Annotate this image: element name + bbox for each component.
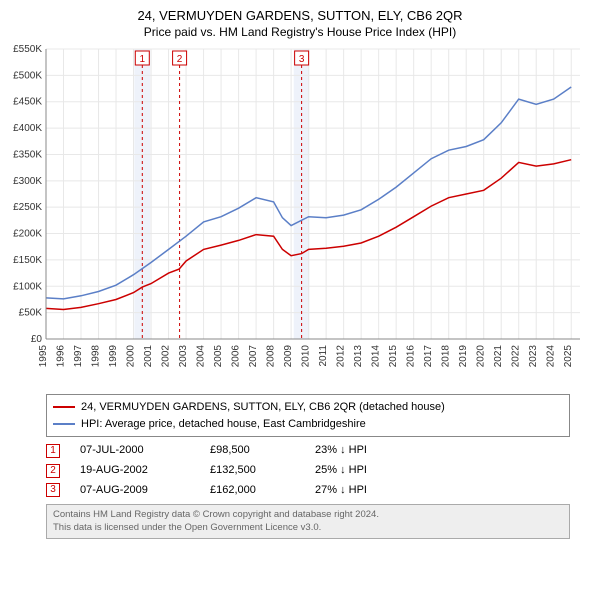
marker-price: £162,000 xyxy=(210,481,295,501)
svg-text:£500K: £500K xyxy=(13,70,42,81)
svg-text:2004: 2004 xyxy=(196,345,207,368)
svg-text:2011: 2011 xyxy=(318,345,329,367)
license-box: Contains HM Land Registry data © Crown c… xyxy=(46,504,570,539)
svg-text:£550K: £550K xyxy=(13,44,42,55)
svg-text:3: 3 xyxy=(299,54,305,65)
svg-text:£200K: £200K xyxy=(13,229,42,240)
svg-text:2012: 2012 xyxy=(336,345,347,368)
marker-number-box: 2 xyxy=(46,464,60,478)
svg-text:1997: 1997 xyxy=(73,345,84,368)
legend-swatch xyxy=(53,406,75,408)
marker-row: 1 07-JUL-2000 £98,500 23% ↓ HPI xyxy=(46,441,570,461)
svg-text:£0: £0 xyxy=(31,334,43,345)
svg-text:2018: 2018 xyxy=(441,345,452,368)
svg-text:2005: 2005 xyxy=(213,345,224,368)
marker-number-box: 3 xyxy=(46,483,60,497)
svg-text:£400K: £400K xyxy=(13,123,42,134)
svg-text:1995: 1995 xyxy=(38,345,49,368)
svg-text:2019: 2019 xyxy=(458,345,469,368)
svg-text:2014: 2014 xyxy=(371,345,382,368)
marker-date: 07-AUG-2009 xyxy=(80,481,190,501)
chart-area: 1 2 3 £0 £50K £100K £150K £200K £250K £300K £350K £… xyxy=(0,43,600,388)
license-line2: This data is licensed under the Open Gov… xyxy=(53,522,563,534)
svg-text:2025: 2025 xyxy=(563,345,574,368)
svg-text:2003: 2003 xyxy=(178,345,189,368)
svg-text:2023: 2023 xyxy=(528,345,539,368)
legend-item: HPI: Average price, detached house, East… xyxy=(53,416,563,433)
svg-text:1998: 1998 xyxy=(91,345,102,368)
marker-price: £132,500 xyxy=(210,461,295,481)
chart-subtitle: Price paid vs. HM Land Registry's House … xyxy=(0,25,600,39)
legend-label: 24, VERMUYDEN GARDENS, SUTTON, ELY, CB6 … xyxy=(81,399,445,416)
marker-diff: 25% ↓ HPI xyxy=(315,461,367,481)
svg-text:2000: 2000 xyxy=(126,345,137,368)
chart-title: 24, VERMUYDEN GARDENS, SUTTON, ELY, CB6 … xyxy=(0,8,600,23)
svg-text:£350K: £350K xyxy=(13,149,42,160)
svg-text:2021: 2021 xyxy=(493,345,504,368)
svg-text:£250K: £250K xyxy=(13,202,42,213)
svg-text:2: 2 xyxy=(177,54,183,65)
svg-text:2002: 2002 xyxy=(161,345,172,368)
legend-swatch xyxy=(53,423,75,425)
legend-label: HPI: Average price, detached house, East… xyxy=(81,416,366,433)
svg-text:1999: 1999 xyxy=(108,345,119,368)
license-line1: Contains HM Land Registry data © Crown c… xyxy=(53,509,563,521)
svg-text:£100K: £100K xyxy=(13,281,42,292)
marker-number-box: 1 xyxy=(46,444,60,458)
markers-table: 1 07-JUL-2000 £98,500 23% ↓ HPI 2 19-AUG-2002… xyxy=(46,441,570,500)
svg-text:2013: 2013 xyxy=(353,345,364,368)
marker-diff: 23% ↓ HPI xyxy=(315,441,367,461)
svg-text:2001: 2001 xyxy=(143,345,154,368)
svg-text:£150K: £150K xyxy=(13,255,42,266)
svg-text:1996: 1996 xyxy=(56,345,67,368)
svg-text:2015: 2015 xyxy=(388,345,399,368)
legend-item: 24, VERMUYDEN GARDENS, SUTTON, ELY, CB6 … xyxy=(53,399,563,416)
legend-box: 24, VERMUYDEN GARDENS, SUTTON, ELY, CB6 … xyxy=(46,394,570,437)
svg-text:£300K: £300K xyxy=(13,176,42,187)
svg-text:£50K: £50K xyxy=(19,308,43,319)
marker-price: £98,500 xyxy=(210,441,295,461)
svg-text:2010: 2010 xyxy=(301,345,312,368)
svg-text:2006: 2006 xyxy=(231,345,242,368)
svg-text:2022: 2022 xyxy=(511,345,522,368)
svg-text:1: 1 xyxy=(140,54,146,65)
marker-date: 07-JUL-2000 xyxy=(80,441,190,461)
svg-text:2020: 2020 xyxy=(476,345,487,368)
svg-text:£450K: £450K xyxy=(13,97,42,108)
marker-row: 3 07-AUG-2009 £162,000 27% ↓ HPI xyxy=(46,481,570,501)
price-chart: 1 2 3 £0 £50K £100K £150K £200K £250K £300K £350K £… xyxy=(0,43,600,383)
marker-row: 2 19-AUG-2002 £132,500 25% ↓ HPI xyxy=(46,461,570,481)
svg-text:2007: 2007 xyxy=(248,345,259,368)
marker-date: 19-AUG-2002 xyxy=(80,461,190,481)
svg-text:2009: 2009 xyxy=(283,345,294,368)
svg-text:2016: 2016 xyxy=(406,345,417,368)
marker-diff: 27% ↓ HPI xyxy=(315,481,367,501)
svg-text:2024: 2024 xyxy=(546,345,557,368)
svg-text:2017: 2017 xyxy=(423,345,434,368)
svg-text:2008: 2008 xyxy=(266,345,277,368)
